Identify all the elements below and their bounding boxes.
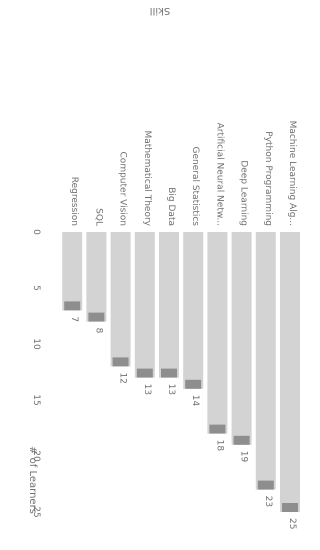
value-label: 23 <box>263 496 273 507</box>
bar <box>231 232 252 445</box>
value-label: 12 <box>118 372 128 383</box>
x-tick-label: 0 <box>31 229 41 235</box>
x-tick-label: 5 <box>31 285 41 291</box>
bar-highlight <box>185 379 202 389</box>
bar-highlight <box>64 301 81 311</box>
bar-highlight <box>112 357 129 367</box>
value-label: 14 <box>190 395 200 407</box>
bar <box>255 232 276 490</box>
category-label: Deep Learning <box>239 160 249 226</box>
category-label: General Statistics <box>190 147 200 227</box>
x-tick-label: 10 <box>31 338 41 350</box>
bar <box>62 232 83 311</box>
value-label: 18 <box>214 440 224 452</box>
bar-highlight <box>282 503 298 512</box>
bar-highlight <box>161 368 177 378</box>
chart-title: Skill <box>150 5 170 16</box>
value-label: 19 <box>239 451 249 463</box>
bar-highlight <box>233 435 250 445</box>
category-label: Machine Learning Alg... <box>287 121 297 226</box>
category-label: Python Programming <box>263 131 273 226</box>
bar <box>183 232 204 389</box>
bar <box>207 232 228 434</box>
category-label: Big Data <box>166 187 176 226</box>
value-label: 13 <box>142 384 152 395</box>
x-tick-label: 25 <box>31 506 41 517</box>
category-label: Computer Vision <box>118 152 128 226</box>
bar <box>134 232 155 378</box>
bar <box>159 232 179 378</box>
category-label: Artificial Neural Netw... <box>214 123 224 226</box>
value-label: 25 <box>287 518 297 529</box>
x-axis-label: # of Learners <box>27 446 38 514</box>
category-label: Mathematical Theory <box>142 131 152 227</box>
bar-highlight <box>209 424 226 434</box>
category-label: SQL <box>93 208 103 226</box>
bar-highlight <box>257 480 274 490</box>
x-tick-label: 15 <box>31 394 41 405</box>
bar-highlight <box>136 368 153 378</box>
category-label: Regression <box>69 177 79 226</box>
x-tick-label: 20 <box>31 450 41 462</box>
bar-highlight <box>88 312 105 322</box>
bar <box>86 232 107 322</box>
value-label: 7 <box>69 316 79 322</box>
bar <box>280 232 300 512</box>
bar <box>110 232 131 367</box>
value-label: 13 <box>166 384 176 395</box>
value-label: 8 <box>93 328 103 334</box>
